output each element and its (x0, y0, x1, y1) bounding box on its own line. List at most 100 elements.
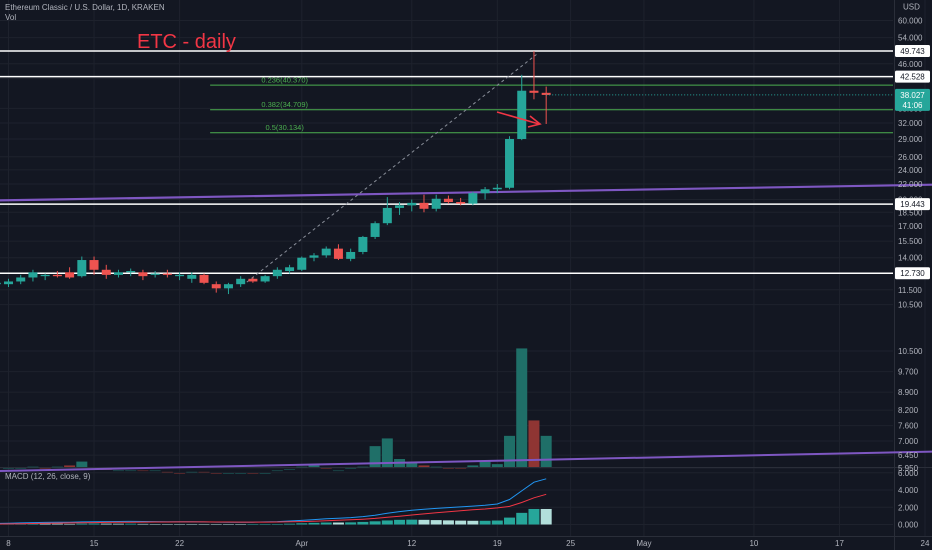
macd-axis-tick: 4.000 (898, 486, 919, 495)
macd-histogram-bar (332, 522, 344, 525)
time-axis-tick: 19 (493, 539, 502, 548)
volume-bar (516, 348, 528, 467)
candle-body (77, 260, 87, 277)
volume-bar (479, 461, 491, 467)
volume-bar (491, 464, 503, 467)
candle-body (505, 139, 515, 188)
volume-bar (467, 465, 479, 467)
macd-histogram-bar (491, 520, 503, 525)
arrow-shaft (496, 111, 540, 125)
candle-body (65, 272, 75, 278)
volume-axis-tick: 8.900 (898, 388, 919, 397)
volume-axis-tick: 9.700 (898, 368, 919, 377)
macd-histogram-bar (198, 524, 210, 525)
volume-bar (369, 446, 381, 467)
volume-bar (504, 435, 516, 467)
candle-body (431, 198, 441, 209)
level-label-box (895, 198, 930, 211)
candle-body (297, 257, 307, 270)
macd-histogram-bar (381, 520, 393, 525)
volume-bar (149, 470, 161, 472)
macd-histogram-bar (540, 508, 552, 525)
macd-histogram-bar (357, 521, 369, 525)
volume-trendline (0, 450, 932, 473)
macd-histogram-bar (174, 524, 186, 525)
level-label-box (895, 267, 930, 280)
volume-bar (430, 466, 442, 468)
macd-histogram-bar (88, 523, 100, 525)
currency-label: USD (903, 3, 920, 12)
level-label-text: 42.528 (900, 73, 925, 82)
macd-histogram-bar (308, 522, 320, 525)
level-label-text: 19.443 (900, 200, 925, 209)
level-label-text: 12.730 (900, 269, 925, 278)
countdown-text: 41:06 (902, 101, 923, 110)
macd-histogram-bar (76, 523, 88, 525)
candle-body (358, 236, 368, 252)
volume-bar (39, 468, 51, 469)
fib-level-label: 0.5(30.134) (265, 123, 304, 132)
volume-bar (455, 468, 467, 469)
candle-body (382, 207, 392, 224)
volume-bar (271, 470, 283, 472)
macd-histogram-bar (479, 520, 491, 525)
volume-bar (320, 468, 332, 469)
candle-body (4, 281, 13, 285)
volume-axis-tick: 8.200 (898, 406, 919, 415)
macd-histogram-bar (51, 523, 63, 525)
volume-bar (381, 438, 393, 467)
macd-histogram-bar (528, 508, 540, 525)
fib-level-label: 0.382(34.709) (261, 100, 308, 109)
volume-bar (15, 468, 27, 469)
volume-bar (222, 473, 234, 474)
candle-body (101, 269, 111, 275)
fib-level-label: 0.236(40.370) (261, 76, 308, 85)
macd-histogram-bar (222, 524, 234, 525)
macd-histogram-bar (161, 524, 173, 525)
price-axis-tick: 32.000 (898, 119, 923, 128)
macd-axis-tick: 2.000 (898, 503, 919, 512)
price-axis-tick: 17.000 (898, 222, 923, 231)
arrow-head-icon (527, 115, 542, 128)
volume-bar (345, 468, 357, 469)
price-axis-tick: 60.000 (898, 17, 923, 26)
macd-axis-tick: 0.000 (898, 521, 919, 530)
macd-histogram-bar (284, 523, 296, 525)
candle-body (175, 274, 185, 277)
time-axis-tick: 24 (921, 539, 930, 548)
macd-histogram-bar (467, 520, 479, 525)
candle-body (468, 193, 478, 204)
fib-trend-dashed-line (246, 54, 537, 283)
price-axis-tick: 54.000 (898, 34, 923, 43)
time-axis-tick: Apr (296, 539, 309, 548)
candle-body (285, 267, 295, 272)
price-axis-tick: 11.500 (898, 286, 922, 295)
macd-histogram-bar (345, 522, 357, 525)
macd-histogram-bar (504, 517, 516, 525)
volume-label: Vol (5, 13, 17, 22)
candle-body (492, 187, 502, 190)
signal-line (0, 493, 547, 525)
time-axis-tick: 22 (175, 539, 184, 548)
time-axis-tick: 25 (566, 539, 575, 548)
candle-body (480, 189, 490, 194)
volume-bar (442, 468, 454, 469)
volume-axis-tick: 7.600 (898, 422, 919, 431)
volume-bar (308, 465, 320, 467)
candle-body (0, 282, 1, 285)
candle-body (150, 273, 160, 275)
annotation-title: ETC - daily (137, 31, 236, 53)
macd-histogram-bar (418, 519, 430, 525)
time-axis-tick: 15 (90, 539, 99, 548)
candle-body (333, 248, 343, 259)
macd-histogram-bar (455, 520, 467, 525)
candle-body (541, 92, 551, 95)
symbol-title: Ethereum Classic / U.S. Dollar, 1D, KRAK… (5, 3, 165, 12)
macd-histogram-bar (430, 520, 442, 525)
candle-body (443, 198, 453, 203)
volume-bar (27, 466, 39, 468)
macd-histogram-bar (27, 523, 39, 525)
candle-body (223, 284, 233, 289)
last-price-box (895, 88, 930, 111)
